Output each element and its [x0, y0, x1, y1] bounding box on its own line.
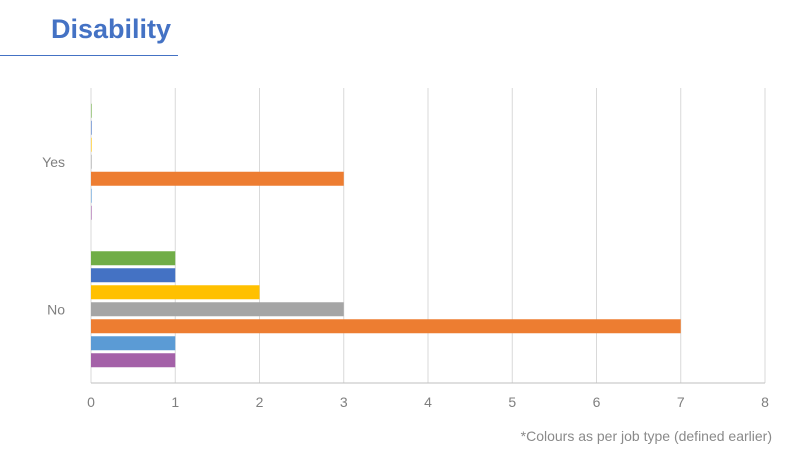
chart-footnote: *Colours as per job type (defined earlie…	[520, 428, 772, 444]
bar	[91, 353, 176, 368]
bar	[91, 154, 92, 169]
bar	[91, 319, 681, 334]
y-category-label: Yes	[42, 154, 65, 170]
bar	[91, 285, 260, 300]
bar	[91, 205, 92, 220]
x-tick-label: 2	[256, 394, 264, 410]
bar	[91, 302, 344, 317]
bar	[91, 268, 176, 283]
bar	[91, 251, 176, 266]
x-tick-label: 8	[761, 394, 769, 410]
x-tick-label: 6	[593, 394, 601, 410]
page-title: Disability	[51, 14, 172, 44]
bar	[91, 103, 92, 118]
bar	[91, 120, 92, 135]
x-tick-label: 7	[677, 394, 685, 410]
x-tick-label: 5	[508, 394, 516, 410]
bar	[91, 171, 344, 186]
x-tick-label: 0	[87, 394, 95, 410]
y-category-label: No	[47, 301, 65, 317]
bar	[91, 336, 176, 351]
bar	[91, 137, 92, 152]
x-tick-label: 4	[424, 394, 432, 410]
bar	[91, 188, 92, 203]
x-tick-label: 3	[340, 394, 348, 410]
x-tick-label: 1	[171, 394, 179, 410]
title-underline	[0, 55, 178, 56]
